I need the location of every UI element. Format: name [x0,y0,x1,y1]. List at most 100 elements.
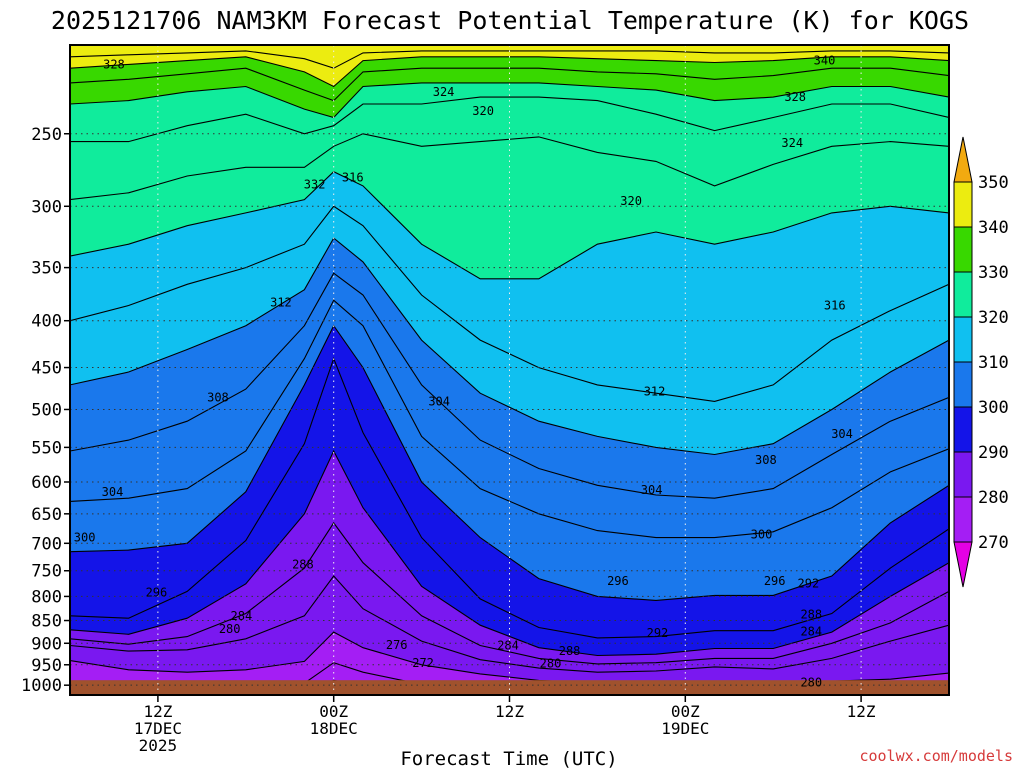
y-tick-label: 700 [31,534,62,554]
ground-surface [70,680,949,695]
y-tick-label: 900 [31,634,62,654]
theta-band-296 [70,325,949,638]
contour-label: 328 [103,57,125,71]
isentrope-340 [70,56,949,88]
colorbar-swatch-330 [953,226,973,273]
colorbar-legend: 270 280 290 300 310 320 330 340 350 [953,136,1009,588]
source-credit[interactable]: coolwx.com/models [859,747,1013,765]
theta-band-304 [70,273,949,538]
isentrope-324 [70,133,949,201]
contour-label: 312 [644,385,666,399]
x-tick-label: 12Z [143,702,172,721]
isentrope-296 [70,357,949,639]
colorbar-swatch-310 [953,316,973,363]
contour-label: 320 [620,194,642,208]
x-tick-label: 17DEC [134,719,182,738]
chart-title: 2025121706 NAM3KM Forecast Potential Tem… [51,6,969,35]
contour-label: 284 [231,609,253,623]
isentrope-284 [70,575,949,673]
contour-label: 312 [270,295,292,309]
isentrope-332 [70,82,949,119]
isentrope-288 [70,521,949,665]
contour-label: 304 [641,483,663,497]
grid-layer [70,45,949,695]
theta-band-336 [70,56,949,101]
contour-label: 316 [824,299,846,313]
y-tick-label: 750 [31,562,62,582]
theta-band-316 [70,171,949,402]
contour-label: 304 [102,485,124,499]
colorbar-swatch-340 [953,181,973,228]
colorbar-label: 320 [978,308,1009,328]
x-tick-label: 00Z [671,702,700,721]
contour-label: 328 [784,90,806,104]
theta-band-324 [70,97,949,200]
isentrope-320 [70,171,949,280]
contour-label: 288 [559,644,581,658]
isentrope-292 [70,449,949,657]
colorbar-label: 280 [978,488,1009,508]
colorbar-swatch-280 [953,451,973,498]
colorbar-swatch-290 [953,406,973,453]
contour-label: 284 [800,625,822,639]
contour-label: 276 [386,638,408,652]
colorbar-label: 350 [978,173,1009,193]
y-tick-label: 600 [31,473,62,493]
contour-label: 324 [781,136,803,150]
contour-label: 288 [800,607,822,621]
y-tick-label: 450 [31,359,62,379]
contour-label: 280 [540,657,562,671]
theta-band-340 [70,50,949,87]
theta-band-344 [70,45,949,69]
colorbar-top-arrow [953,136,973,183]
colorbar-swatch-270 [953,496,973,543]
y-tick-label: 550 [31,438,62,458]
x-tick-label: 19DEC [661,719,709,738]
theta-band-276 [70,632,949,691]
isentrope-312 [70,237,949,456]
y-axis-ticks: 2503003504004505005506006507007508008509… [21,125,70,696]
colorbar-label: 300 [978,398,1009,418]
colorbar-label: 340 [978,218,1009,238]
isentrope-316 [70,205,949,402]
contour-label: 296 [764,574,786,588]
theta-band-280 [70,576,949,684]
y-tick-label: 1000 [21,676,62,696]
theta-band-332 [70,68,949,118]
isentrope-308 [70,272,949,499]
y-tick-label: 950 [31,656,62,676]
colorbar-label: 270 [978,533,1009,553]
y-tick-label: 500 [31,400,62,420]
x-tick-label: 12Z [847,702,876,721]
contour-label: 284 [497,638,519,652]
contour-label: 308 [755,453,777,467]
x-tick-label: 00Z [319,702,348,721]
isentrope-336 [70,67,949,102]
y-tick-label: 650 [31,505,62,525]
contour-label: 296 [146,585,168,599]
contour-label: 320 [472,104,494,118]
x-tick-label: 12Z [495,702,524,721]
contour-label: 300 [751,528,773,542]
contour-label: 300 [74,531,96,545]
contour-label: 332 [304,177,326,191]
contour-label: 316 [342,170,364,184]
contour-label: 280 [800,675,822,689]
y-tick-label: 250 [31,125,62,145]
contour-label: 304 [831,427,853,441]
x-tick-label: 18DEC [310,719,358,738]
theta-band-320 [70,133,949,279]
colorbar-label: 330 [978,263,1009,283]
theta-band-308 [70,238,949,499]
x-tick-label: 2025 [139,736,178,755]
colorbar-swatch-320 [953,271,973,318]
contour-label: 296 [607,574,629,588]
colorbar-label: 310 [978,353,1009,373]
contour-label: 288 [292,557,314,571]
y-tick-label: 400 [31,312,62,332]
contour-label: 280 [219,622,241,636]
contour-label: 308 [207,390,229,404]
contour-label: 272 [412,656,434,670]
